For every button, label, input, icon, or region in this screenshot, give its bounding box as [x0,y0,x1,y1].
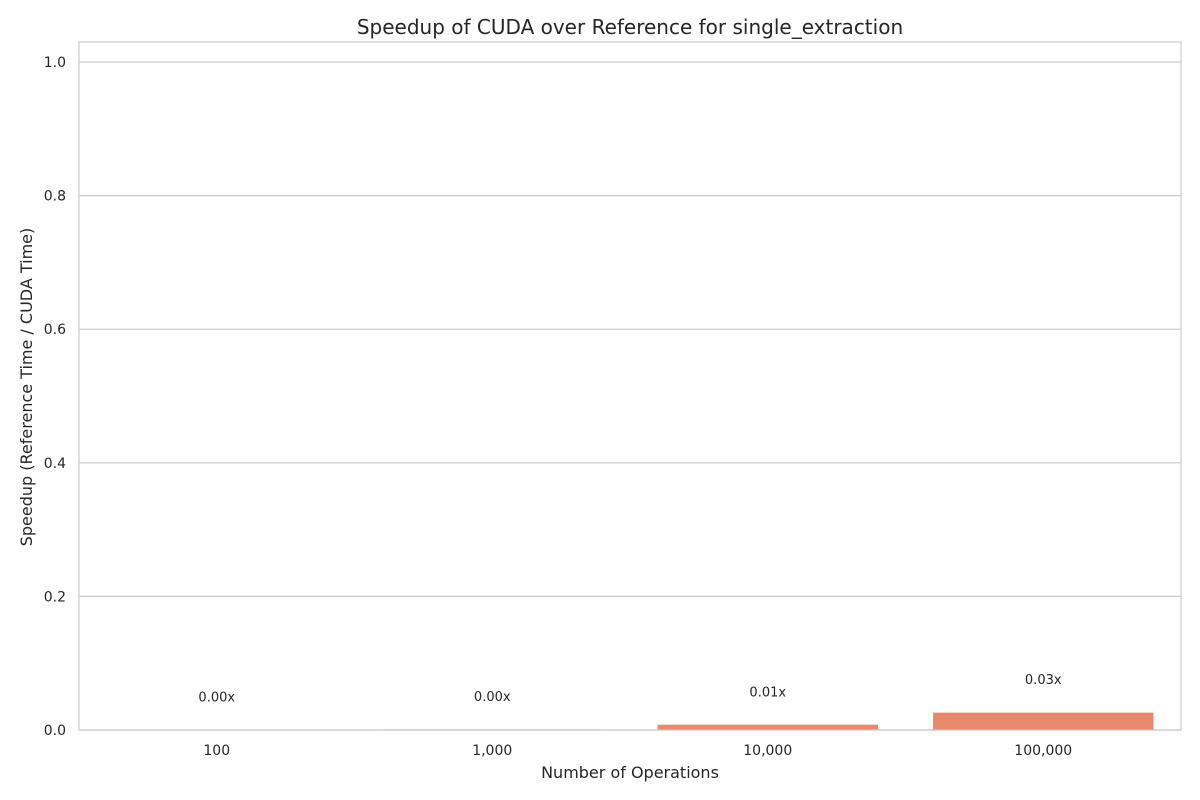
y-tick-label: 0.6 [44,322,66,338]
chart-title: Speedup of CUDA over Reference for singl… [357,15,903,39]
x-tick-label: 1,000 [472,743,512,759]
y-tick-label: 0.4 [44,456,66,472]
y-tick-labels: 0.0 0.2 0.4 0.6 0.8 1.0 [44,55,66,739]
data-labels: 0.00x 0.00x 0.01x 0.03x [198,673,1061,705]
y-tick-label: 0.2 [44,589,66,605]
x-axis-label: Number of Operations [541,763,719,782]
data-label: 0.03x [1025,673,1062,688]
y-axis-label: Speedup (Reference Time / CUDA Time) [17,228,36,547]
x-tick-label: 100 [203,743,230,759]
x-tick-label: 100,000 [1014,743,1072,759]
plot-frame [78,41,1182,731]
x-tick-labels: 100 1,000 10,000 100,000 [203,743,1072,759]
data-label: 0.00x [474,690,511,705]
data-label: 0.01x [749,685,786,700]
y-tick-label: 1.0 [44,55,66,71]
bar-2 [657,724,878,730]
data-label: 0.00x [198,690,235,705]
x-tick-label: 10,000 [743,743,792,759]
y-tick-label: 0.0 [44,723,66,739]
y-tick-label: 0.8 [44,189,66,205]
bar-3 [933,712,1154,730]
